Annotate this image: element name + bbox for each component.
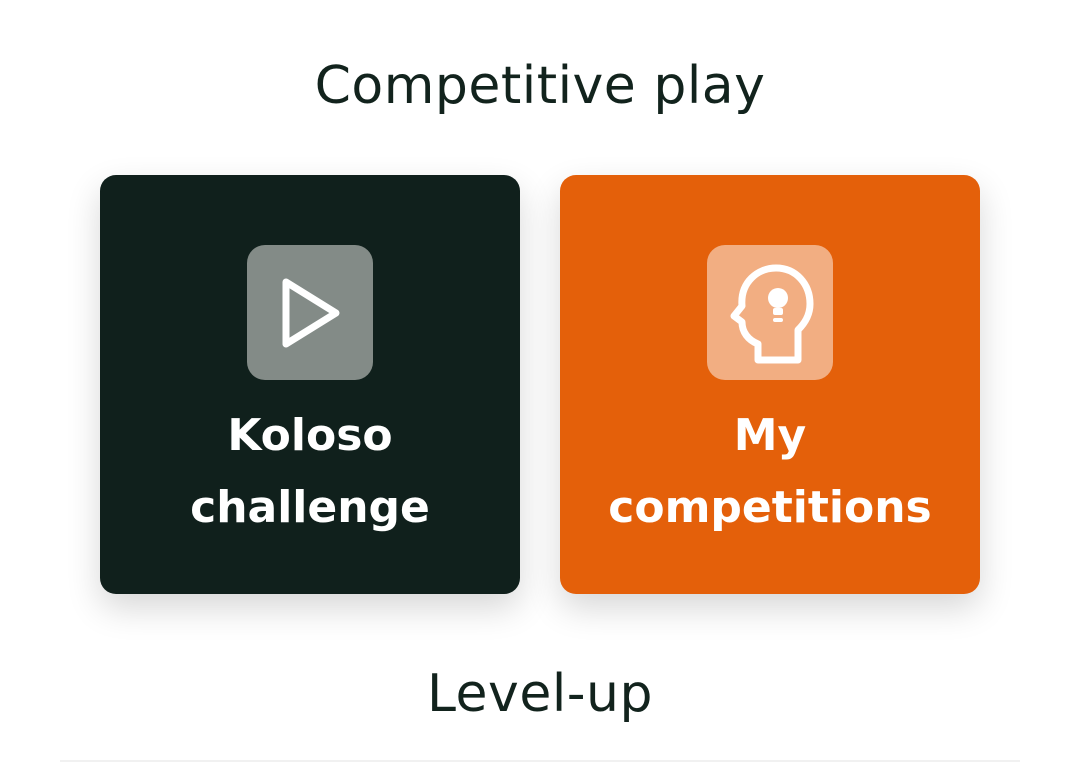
card-label-line: challenge: [190, 482, 430, 533]
my-competitions-label: My competitions: [570, 400, 970, 544]
card-label-line: My: [733, 410, 807, 461]
play-icon-tile: [247, 245, 373, 380]
section-title-level-up: Level-up: [427, 664, 653, 724]
card-label-line: competitions: [608, 482, 932, 533]
section-title-competitive-play: Competitive play: [314, 56, 766, 116]
divider: [60, 760, 1020, 762]
koloso-challenge-label: Koloso challenge: [110, 400, 510, 544]
play-icon: [282, 278, 340, 347]
card-label-line: Koloso: [227, 410, 393, 461]
head-lightbulb-icon: [730, 264, 814, 363]
my-competitions-card[interactable]: My competitions: [560, 175, 980, 594]
head-lightbulb-icon-tile: [707, 245, 833, 380]
koloso-challenge-card[interactable]: Koloso challenge: [100, 175, 520, 594]
